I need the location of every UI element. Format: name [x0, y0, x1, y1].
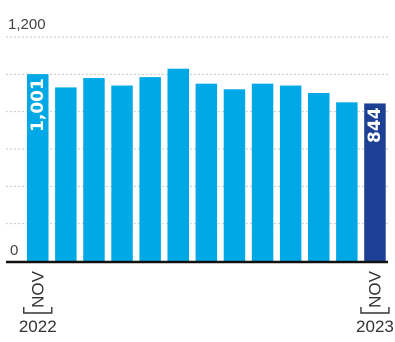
x-bracket [360, 307, 390, 314]
bar [83, 78, 105, 261]
bar [251, 83, 274, 262]
x-year-label: 2022 [19, 317, 57, 336]
bar [27, 74, 49, 261]
bar [111, 85, 133, 262]
bar [308, 93, 330, 261]
x-year-label: 2023 [356, 317, 394, 336]
bar [364, 103, 386, 261]
bar [336, 102, 358, 261]
x-month-label: NOV [365, 270, 384, 308]
bar [279, 85, 302, 262]
bars: 1,001 844 [27, 68, 386, 262]
bar-data-label: 844 [365, 107, 385, 143]
bar [167, 68, 189, 261]
bar [195, 83, 218, 262]
y-tick-label-zero: 0 [10, 242, 18, 259]
x-bracket [23, 307, 53, 314]
y-tick-label-max: 1,200 [8, 16, 46, 33]
bar [55, 87, 77, 262]
bar-data-label: 1,001 [28, 78, 48, 132]
bar [223, 89, 246, 262]
x-month-label: NOV [28, 270, 47, 308]
x-annotations: NOV 2022 NOV 2023 [19, 270, 394, 336]
bar [139, 77, 161, 261]
